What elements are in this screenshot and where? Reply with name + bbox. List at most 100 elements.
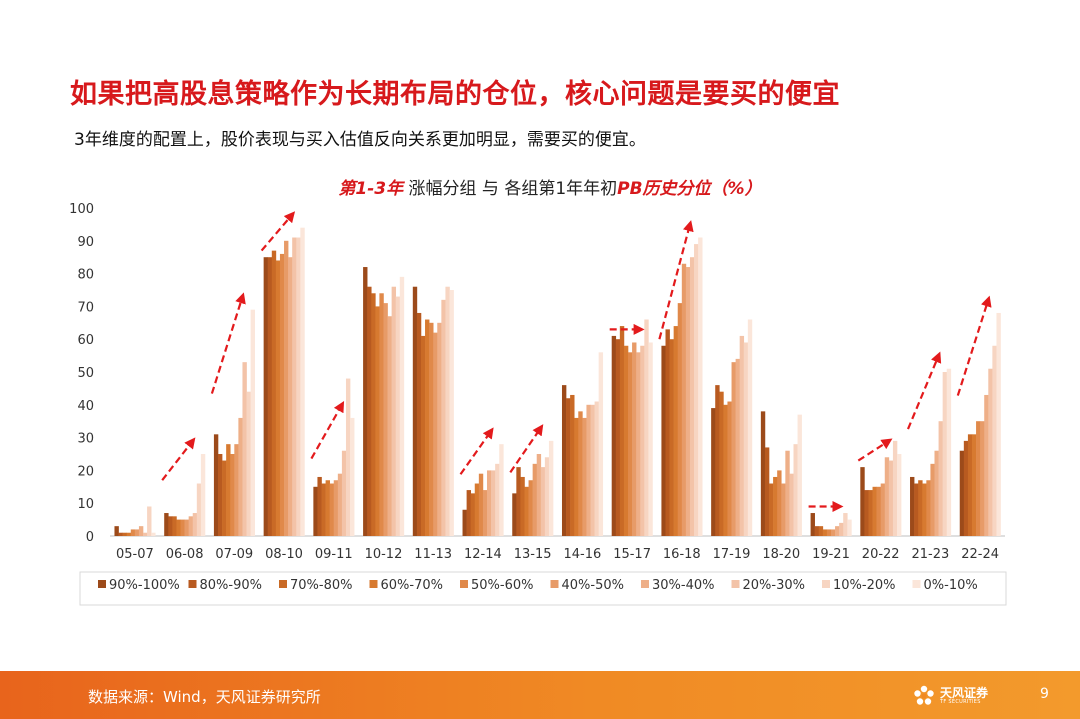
legend-swatch: [641, 580, 649, 588]
y-tick-label: 0: [86, 530, 94, 545]
bar-chart: 第1-3年 涨幅分组 与 各组第1年年初PB历史分位（%） 0 10 20 30 40 5…: [69, 179, 1007, 606]
legend-label: 90%-100%: [109, 578, 180, 593]
bar: [395, 296, 401, 536]
chart-title-part-1: 涨幅分组 与 各组第1年年初: [403, 179, 617, 199]
y-tick-label: 90: [77, 235, 94, 250]
bar: [425, 319, 430, 536]
bar: [151, 532, 156, 536]
bar: [636, 352, 641, 536]
bar: [317, 476, 322, 536]
bar: [482, 490, 488, 536]
x-tick-label: 16-18: [663, 547, 701, 562]
chart-title-part-0: 第1-3年: [338, 179, 405, 199]
legend-swatch: [460, 580, 468, 588]
bar: [632, 342, 637, 536]
bar: [942, 372, 948, 536]
y-tick-label: 60: [77, 333, 94, 348]
bar-group-08-10: [263, 227, 305, 537]
bar: [822, 529, 828, 536]
bar: [462, 509, 467, 536]
bar: [611, 335, 617, 536]
bar: [897, 454, 902, 536]
bar: [735, 358, 740, 536]
bar: [474, 483, 480, 536]
bar: [723, 404, 728, 536]
bar: [843, 513, 848, 536]
bar: [561, 385, 567, 536]
y-tick-label: 50: [77, 366, 94, 381]
bar-group-22-24: [959, 312, 1001, 536]
bar: [946, 368, 952, 536]
bar: [226, 444, 231, 536]
bar: [520, 476, 525, 536]
bar: [719, 391, 724, 536]
y-tick-label: 30: [77, 432, 94, 447]
page-number: 9: [1040, 686, 1049, 702]
bar: [789, 473, 794, 536]
bar: [677, 303, 683, 536]
legend-swatch: [822, 580, 830, 588]
bar: [777, 470, 782, 536]
bar: [391, 286, 397, 536]
bar-group-13-15: [512, 440, 554, 536]
bar: [168, 516, 173, 536]
bar: [661, 345, 666, 536]
page-subtitle: 3年维度的配置上，股价表现与买入估值反向关系更加明显，需要买的便宜。: [74, 130, 646, 150]
x-tick-label: 15-17: [613, 547, 651, 562]
x-tick-label: 20-22: [862, 547, 900, 562]
bar: [793, 444, 798, 536]
bar: [826, 529, 832, 536]
bar: [536, 454, 542, 536]
bar-group-06-08: [164, 454, 206, 536]
bar: [213, 434, 219, 536]
bar-group-17-19: [711, 319, 753, 536]
bar: [122, 532, 128, 536]
bar: [449, 290, 454, 536]
legend-label: 20%-30%: [743, 578, 805, 593]
bar: [337, 473, 343, 536]
bar: [263, 257, 269, 536]
bar: [242, 362, 247, 536]
bar-group-12-14: [462, 444, 504, 536]
bar: [516, 467, 521, 536]
bar: [180, 519, 185, 536]
bar: [830, 529, 836, 536]
bar: [313, 486, 318, 536]
y-tick-label: 80: [77, 268, 94, 283]
bar: [184, 519, 189, 536]
legend-swatch: [550, 580, 559, 588]
bar: [230, 454, 235, 536]
x-tick-label: 09-11: [315, 547, 353, 562]
y-tick-label: 70: [77, 300, 94, 315]
bar: [441, 299, 446, 536]
x-tick-label: 10-12: [365, 547, 403, 562]
bar: [996, 312, 1001, 536]
x-tick-label: 12-14: [464, 547, 502, 562]
bar: [689, 257, 695, 536]
bar: [880, 483, 886, 536]
bar-group-14-16: [561, 352, 604, 536]
bar: [350, 417, 355, 536]
bar: [478, 473, 484, 536]
bar: [246, 391, 251, 536]
bar: [176, 519, 181, 536]
bar: [594, 401, 599, 536]
bar: [839, 522, 844, 536]
bar: [399, 276, 405, 536]
bar: [810, 513, 815, 536]
bar: [764, 447, 770, 536]
bar: [570, 394, 575, 536]
bar: [914, 483, 919, 536]
trend-arrow: [310, 400, 345, 460]
bar: [486, 470, 492, 536]
bar: [222, 460, 227, 536]
legend-label: 10%-20%: [833, 578, 895, 593]
bar: [797, 414, 802, 536]
legend-label: 60%-70%: [381, 578, 443, 593]
x-tick-label: 14-16: [563, 547, 601, 562]
bar: [847, 519, 852, 536]
legend-swatch: [369, 580, 378, 588]
bar: [586, 404, 591, 536]
x-tick-label: 13-15: [514, 547, 552, 562]
legend-label: 40%-50%: [562, 578, 624, 593]
